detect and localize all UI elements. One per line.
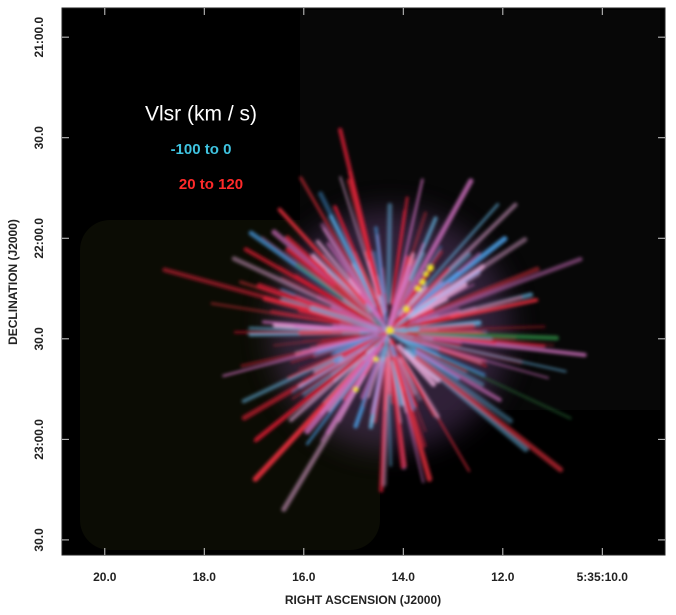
knot [389, 329, 393, 333]
streak [384, 354, 387, 485]
x-tick-label: 12.0 [491, 570, 515, 584]
y-tick-label: 30.0 [32, 327, 46, 351]
x-tick-label: 18.0 [193, 570, 217, 584]
y-axis-title: DECLINATION (J2000) [6, 219, 20, 345]
y-tick-label: 30.0 [32, 528, 46, 552]
x-tick-label: 16.0 [292, 570, 316, 584]
legend-entry: 20 to 120 [179, 176, 243, 193]
streak [421, 326, 472, 329]
y-tick-label: 22:00.0 [32, 218, 46, 259]
streak [388, 205, 389, 302]
x-axis-title: RIGHT ASCENSION (J2000) [285, 593, 441, 607]
knot [353, 387, 358, 392]
knot [427, 264, 434, 271]
x-tick-label: 14.0 [392, 570, 416, 584]
x-tick-label: 20.0 [93, 570, 117, 584]
y-tick-label: 30.0 [32, 126, 46, 150]
knot [423, 271, 428, 276]
y-tick-label: 23:00.0 [32, 419, 46, 460]
knot [420, 279, 426, 285]
figure: 20.0 18.0 16.0 14.0 12.0 5:35:10.0 21:00.0 30.0… [0, 0, 676, 610]
legend-title: Vlsr (km / s) [145, 103, 257, 126]
x-tick-label: 5:35:10.0 [577, 570, 629, 584]
y-tick-label: 21:00.0 [32, 16, 46, 57]
legend-entry: -100 to 0 [171, 141, 232, 158]
knot [417, 287, 422, 292]
knot [374, 357, 379, 362]
knot [403, 306, 409, 312]
